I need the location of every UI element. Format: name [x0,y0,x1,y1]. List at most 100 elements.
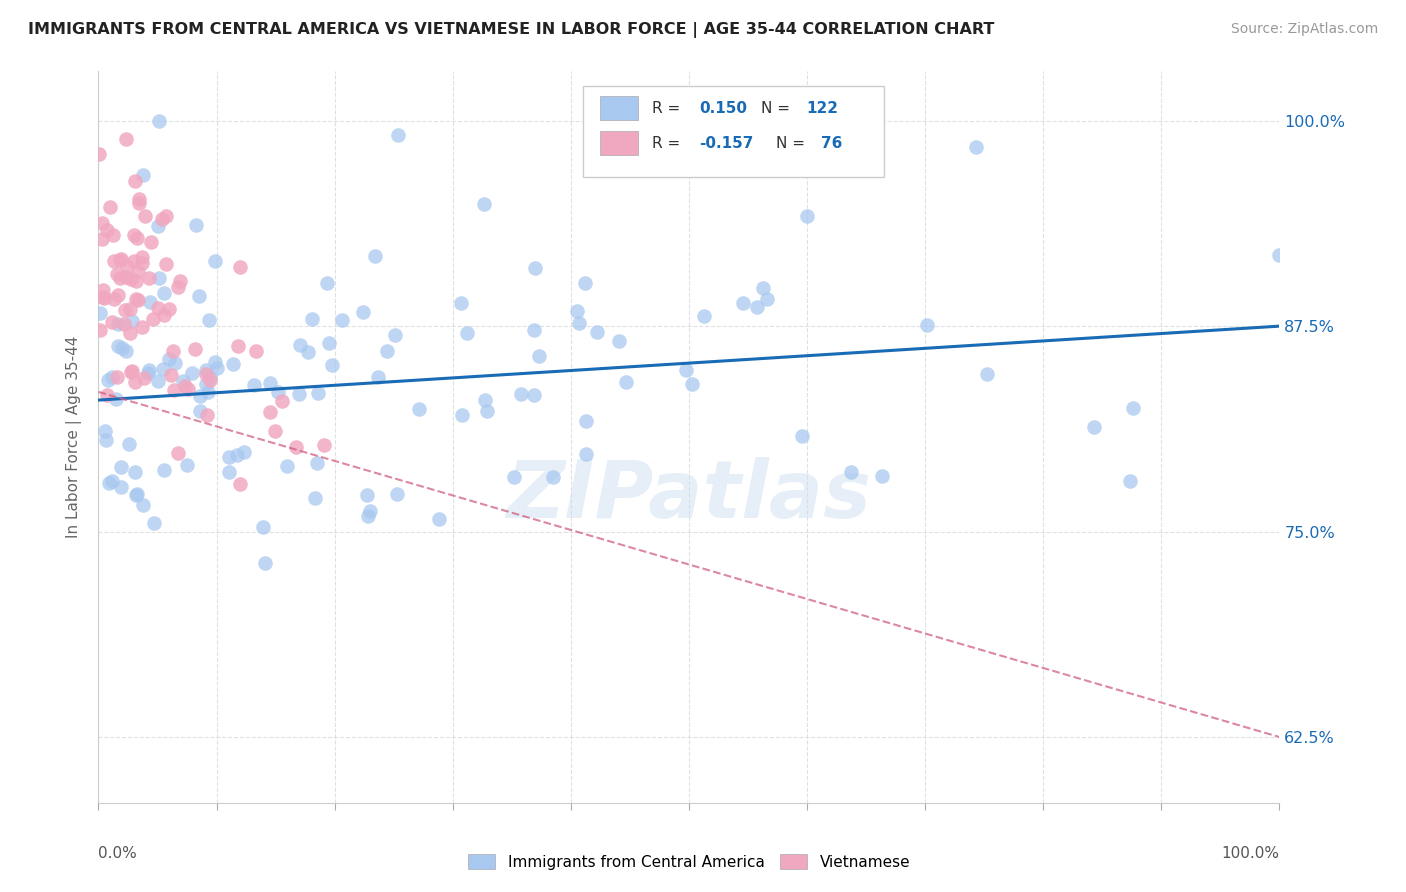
Text: 76: 76 [821,136,842,151]
Point [105,392,128,406]
Point [451,409,474,423]
Point [352,305,374,319]
Point [204,354,226,368]
Point [146,301,169,316]
Text: ZIPatlas: ZIPatlas [506,457,872,534]
Text: N =: N = [761,101,794,116]
Point [122,254,145,268]
Point [125,274,148,288]
Point [330,313,353,327]
Point [98,200,121,214]
Point [229,477,252,491]
Point [527,349,550,363]
Point [197,384,219,399]
Point [523,388,546,402]
Point [523,323,546,337]
Point [107,317,129,331]
Point [160,368,183,382]
Point [204,254,226,268]
Point [226,448,249,462]
Point [107,288,129,302]
Text: R =: R = [652,136,686,151]
Point [222,358,245,372]
Point [91,290,114,304]
Point [188,389,211,403]
Point [474,392,496,407]
Point [120,326,142,341]
Point [194,368,217,382]
Point [142,312,165,326]
Point [1268,248,1291,262]
Point [524,260,547,275]
Point [1083,420,1105,434]
Point [131,256,153,270]
Point [243,378,266,392]
Point [252,520,274,534]
Point [134,209,156,223]
Text: 0.150: 0.150 [700,101,748,116]
Point [301,311,323,326]
Point [103,254,125,268]
Point [190,404,212,418]
Point [146,219,169,233]
Point [614,375,637,389]
Point [176,458,198,473]
Point [218,465,240,479]
Point [1122,401,1144,415]
Point [565,303,588,318]
Point [112,317,135,331]
Point [195,408,218,422]
Point [316,276,339,290]
Point [96,223,118,237]
Point [359,504,381,518]
Point [267,384,290,399]
Point [198,373,221,387]
Point [790,429,813,443]
Point [586,325,609,339]
Point [254,556,277,570]
Point [107,369,129,384]
Point [155,210,177,224]
Point [148,113,170,128]
Point [356,488,378,502]
Point [111,341,134,355]
Point [142,516,165,531]
FancyBboxPatch shape [582,86,884,178]
Point [1118,474,1140,488]
Point [127,264,149,278]
Point [115,260,138,274]
Point [91,216,114,230]
Point [152,308,174,322]
Point [285,440,308,454]
Text: Source: ZipAtlas.com: Source: ZipAtlas.com [1230,22,1378,37]
Point [509,387,531,401]
Point [139,294,162,309]
Point [120,365,142,379]
Point [965,140,987,154]
Point [307,386,329,401]
Point [138,270,160,285]
Point [118,302,141,317]
Point [110,252,132,267]
Point [752,281,775,295]
Point [120,272,142,286]
Point [128,195,150,210]
Point [568,317,591,331]
Point [173,378,195,392]
Point [169,274,191,288]
Point [125,487,148,501]
Point [167,445,190,459]
Point [218,450,240,464]
Point [387,128,409,143]
Point [194,363,217,377]
Point [304,491,326,505]
Point [796,209,818,223]
Point [205,360,228,375]
Point [197,312,219,326]
Point [229,260,252,274]
Point [541,470,564,484]
Point [503,470,526,484]
Text: 122: 122 [806,101,838,116]
Text: 100.0%: 100.0% [1222,846,1279,861]
Point [114,270,136,285]
